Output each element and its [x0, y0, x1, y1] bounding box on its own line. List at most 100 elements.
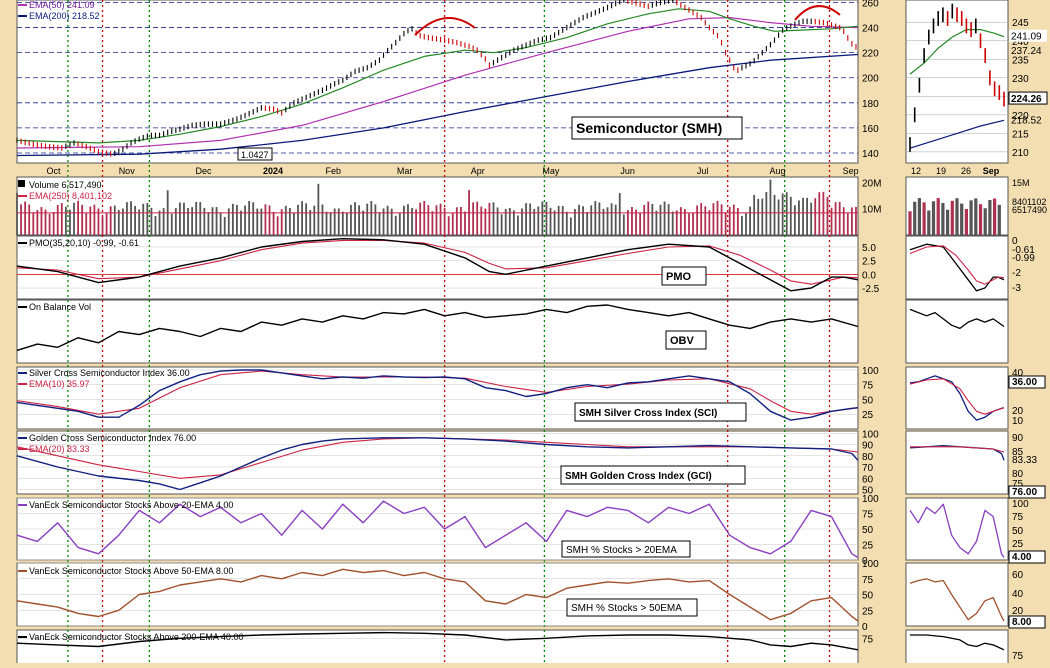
- volume-bar: [427, 205, 430, 235]
- volume-bar: [97, 208, 100, 235]
- volume-bar: [667, 204, 670, 235]
- volume-bar: [488, 202, 491, 235]
- volume-bar: [765, 191, 768, 235]
- volume-bar: [109, 206, 112, 235]
- pct20-y-tick-2: 50: [862, 525, 874, 536]
- zoom-volume-bar-14: [974, 198, 978, 235]
- pct20-y-tick-3: 25: [862, 541, 874, 552]
- zoom-volume-bar-8: [946, 209, 950, 235]
- pmo-zoom-label-3: -2: [1012, 268, 1021, 279]
- volume-bar: [708, 210, 711, 235]
- volume-bar: [28, 204, 31, 235]
- volume-bar: [117, 209, 120, 235]
- volume-bar: [541, 201, 544, 235]
- zoom-y-tick-0: 245: [1012, 18, 1029, 29]
- sci-box: [574, 402, 747, 422]
- zoom-volume-bar-9: [950, 200, 954, 235]
- pct50-y-tick-4: 0: [862, 622, 868, 633]
- volume-bar: [773, 194, 776, 235]
- volume-bar: [207, 212, 210, 235]
- main-x-label-1: Nov: [119, 166, 136, 176]
- main-x-label-2: Dec: [195, 166, 212, 176]
- volume-bar: [659, 204, 662, 235]
- volume-bar: [684, 209, 686, 235]
- gci-y-tick-1: 90: [862, 441, 874, 452]
- volume-bar: [382, 208, 385, 235]
- volume-bar: [492, 202, 495, 235]
- volume-bar: [170, 213, 173, 235]
- pct20-main-line: [16, 500, 859, 559]
- volume-bar: [333, 208, 336, 235]
- volume-bar: [134, 205, 137, 235]
- volume-bar: [838, 201, 841, 235]
- volume-legend: Volume 6,517,490: [29, 180, 102, 190]
- volume-bar: [142, 203, 145, 235]
- pct50-zoom-panel: [905, 562, 1009, 627]
- gci-y-tick-4: 60: [862, 474, 874, 485]
- volume-bar: [297, 204, 299, 235]
- zoom-ema50-label-bg: [1009, 29, 1047, 42]
- zoom-volume-bar-10: [955, 198, 959, 235]
- volume-bar: [341, 211, 344, 235]
- zoom-volume-bar-6: [936, 198, 940, 235]
- pct200-legend: VanEck Semiconductor Stocks Above 200-EM…: [29, 632, 243, 642]
- title-box: [571, 116, 743, 140]
- volume-bar: [293, 212, 295, 235]
- pmo-zoom-label-4: -3: [1012, 283, 1021, 294]
- volume-bar: [643, 205, 646, 235]
- volume-bar: [390, 208, 393, 235]
- volume-bar: [635, 209, 637, 235]
- volume-bar: [321, 204, 324, 235]
- ema200-legend: EMA(200) 218.52: [29, 11, 100, 21]
- volume-bar: [223, 216, 226, 235]
- volume-bar: [264, 204, 267, 235]
- volume-ema-legend: EMA(250) 8,401,102: [29, 191, 112, 201]
- zoom-volume-bar-19: [997, 204, 1001, 235]
- volume-bar: [472, 202, 475, 235]
- volume-bar: [802, 197, 804, 235]
- volume-bar: [626, 209, 629, 235]
- zoom-x-label-2: 26: [961, 166, 971, 176]
- zoom-ema200-line: [909, 119, 1005, 149]
- volume-bar: [423, 200, 426, 235]
- gci-box-text: SMH Golden Cross Index (GCI): [565, 471, 712, 482]
- zoom-volume-bar-16: [983, 208, 987, 235]
- pct20-zoom-label-2: 50: [1012, 526, 1024, 537]
- pct20-box-text: SMH % Stocks > 20EMA: [566, 545, 677, 556]
- volume-bar: [350, 204, 352, 235]
- volume-zoom-label-1: 8401102: [1012, 197, 1046, 207]
- sci-main-line: [16, 369, 859, 421]
- pmo-zoom-label-0: 0: [1012, 236, 1018, 247]
- volume-bar: [252, 202, 255, 235]
- volume-bar: [211, 207, 214, 235]
- volume-bar: [370, 201, 373, 235]
- pct200-zoom-label-0: 75: [1012, 651, 1024, 662]
- pct200-zoom-line: [910, 634, 1005, 651]
- volume-bar: [618, 193, 621, 235]
- zoom-price-label-bg: [1008, 91, 1048, 105]
- volume-bar: [692, 212, 694, 235]
- pmo-legend: PMO(35,20,10) -0.99, -0.61: [29, 238, 139, 248]
- volume-bar: [138, 209, 141, 235]
- volume-bar: [447, 216, 450, 235]
- volume-bar: [500, 214, 503, 235]
- volume-bar: [590, 205, 593, 235]
- pmo-y-tick-3: -2.5: [862, 284, 880, 295]
- volume-bar: [671, 211, 674, 235]
- zoom-extra-label: 237.24: [1011, 46, 1042, 57]
- sci-zoom-label-0: 40: [1012, 368, 1024, 379]
- pmo-main-line: [16, 237, 859, 292]
- volume-bar: [679, 207, 682, 235]
- zoom-y-tick-7: 210: [1012, 148, 1029, 159]
- zoom-ema200-label: 218.52: [1011, 115, 1042, 126]
- pct20-zoom-label-5: 4.00: [1012, 552, 1032, 563]
- gci-zoom-label-3: 80: [1012, 469, 1024, 480]
- pct50-box-text: SMH % Stocks > 50EMA: [571, 603, 682, 614]
- volume-bar: [24, 201, 27, 235]
- main-y-tick-4: 180: [862, 99, 879, 110]
- volume-bar: [639, 212, 642, 235]
- volume-bar: [557, 205, 560, 235]
- gci-y-tick-0: 100: [862, 429, 879, 440]
